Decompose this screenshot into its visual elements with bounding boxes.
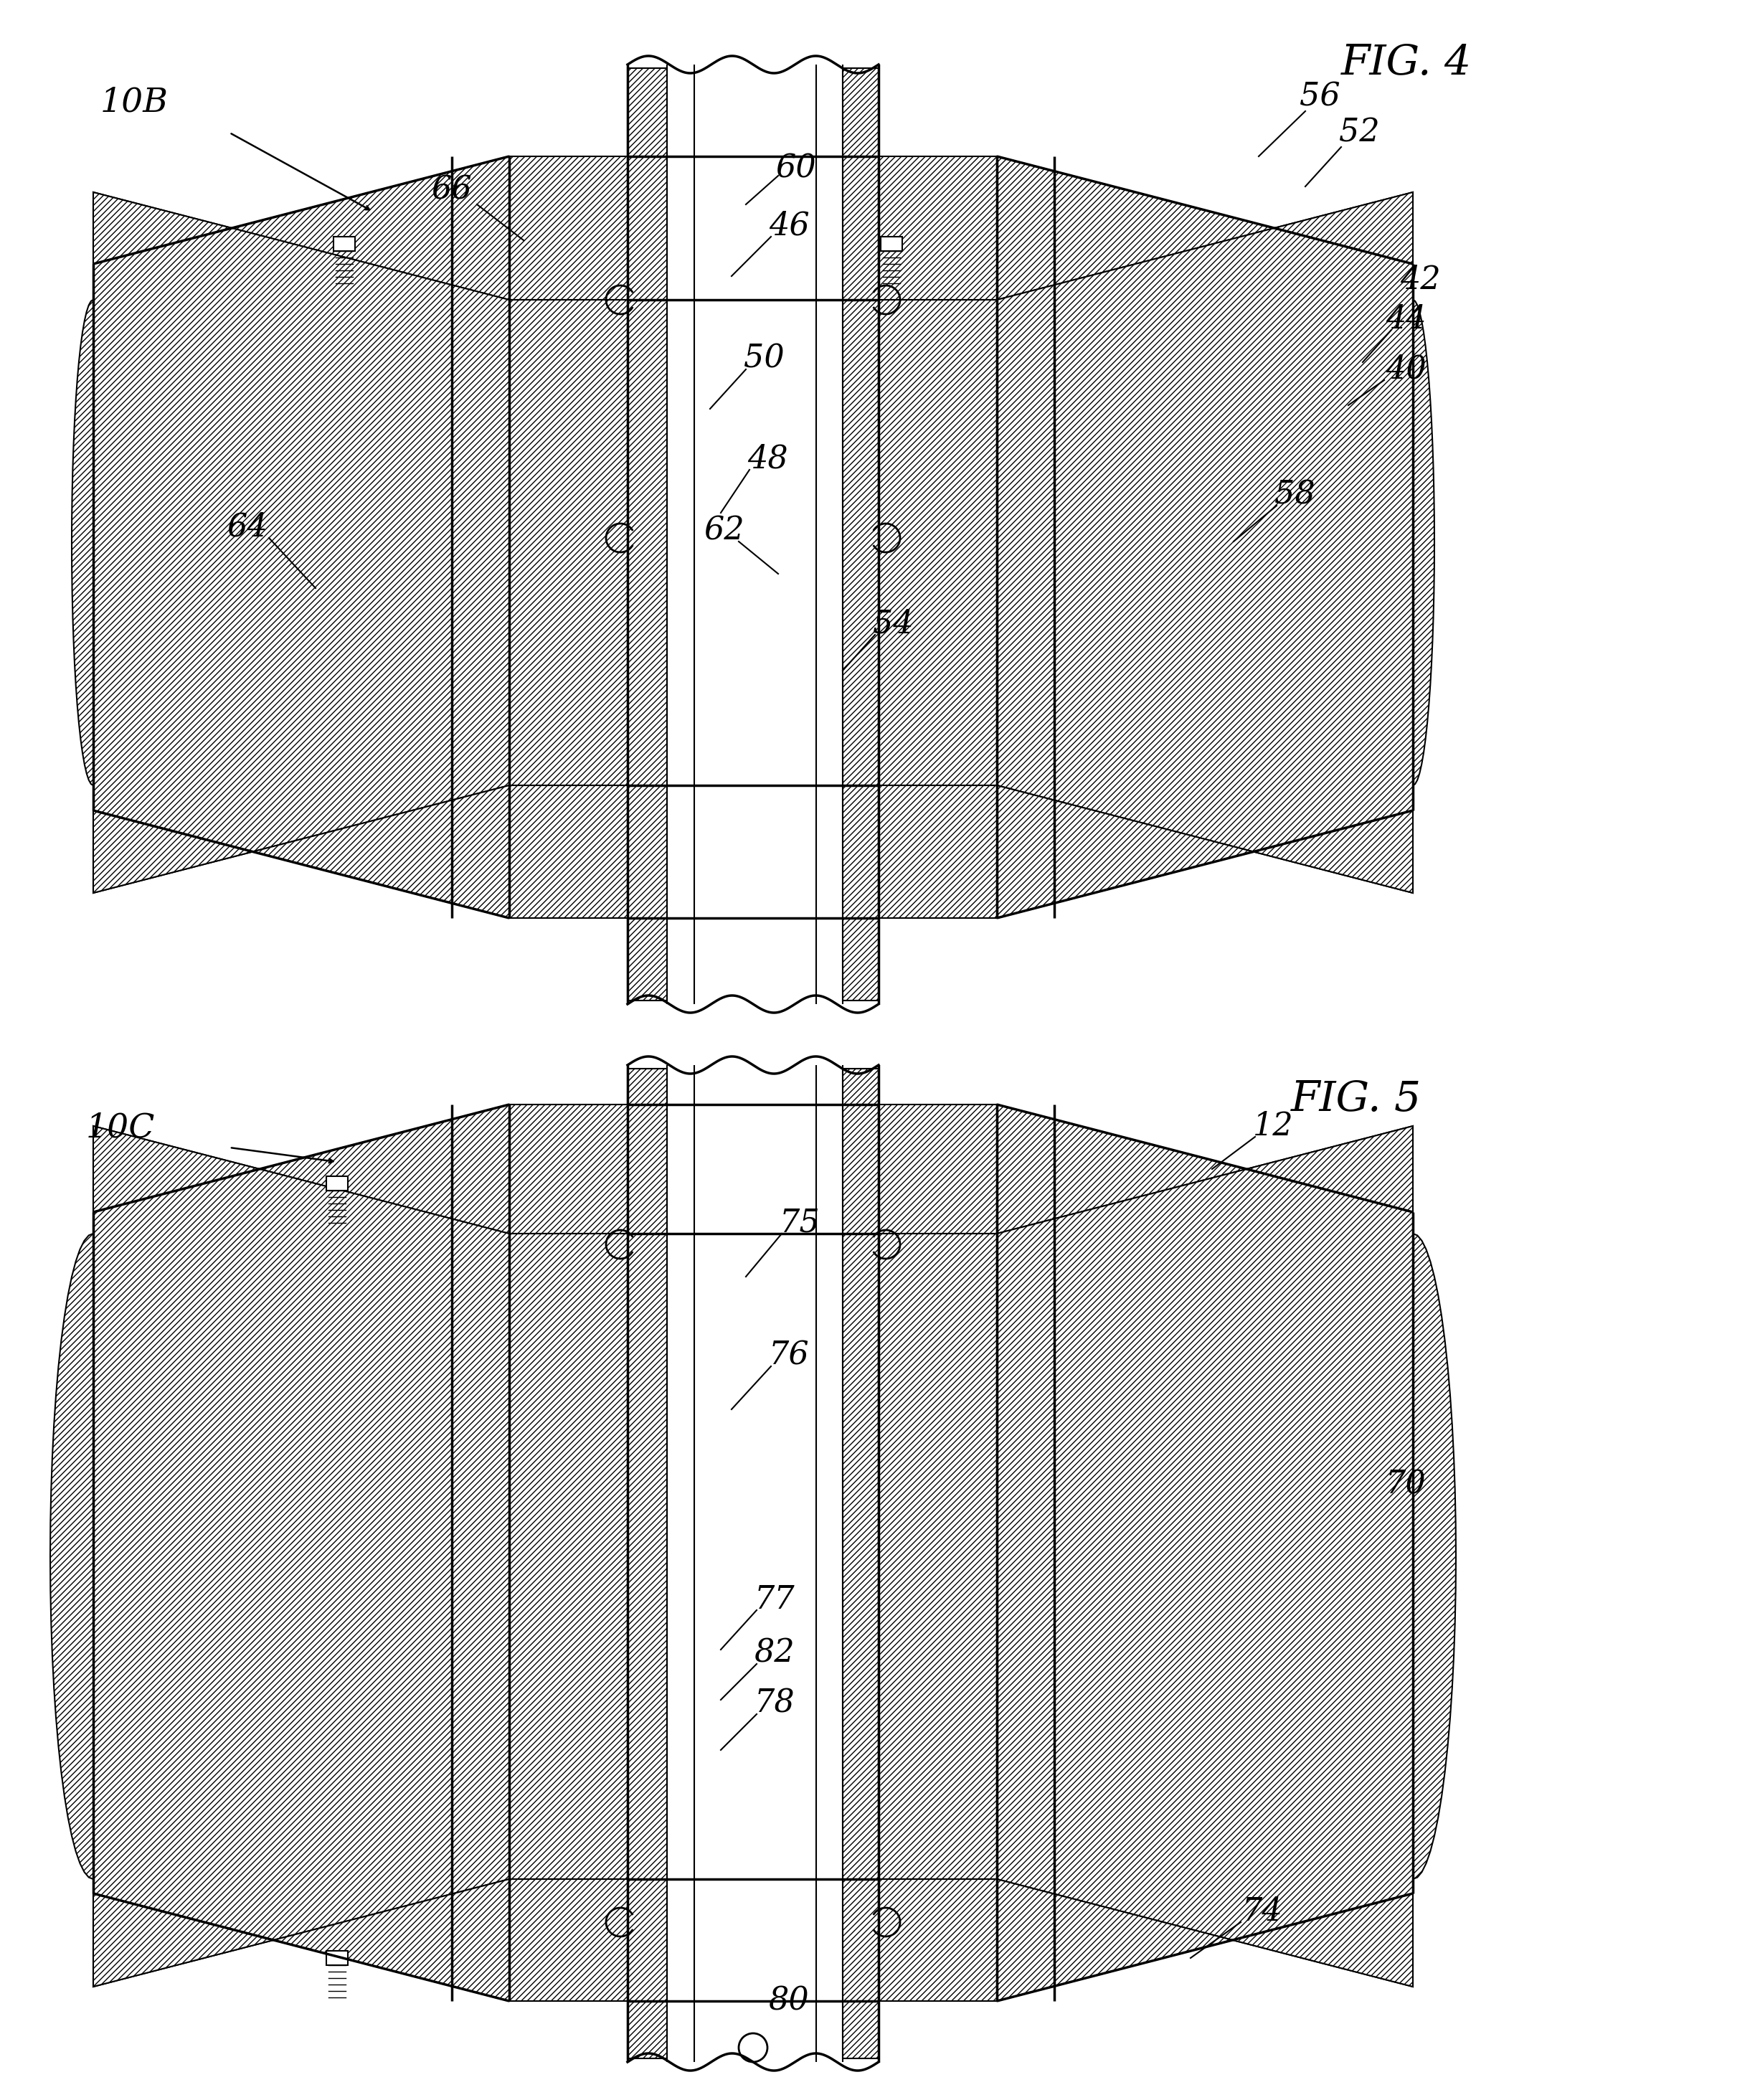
Text: 52: 52	[1339, 118, 1380, 149]
Bar	[326, 1951, 348, 1966]
Polygon shape	[93, 1105, 509, 1233]
Text: 56: 56	[1299, 82, 1339, 111]
Text: 10B: 10B	[100, 86, 169, 118]
Bar	[333, 237, 356, 252]
Polygon shape	[878, 785, 1054, 918]
Text: 46: 46	[769, 210, 810, 242]
Text: 76: 76	[769, 1340, 810, 1371]
Polygon shape	[51, 1126, 509, 1987]
Text: 48: 48	[746, 443, 788, 475]
Text: 66: 66	[431, 174, 472, 206]
Polygon shape	[93, 785, 509, 918]
Circle shape	[739, 2033, 767, 2062]
Polygon shape	[93, 155, 509, 300]
Polygon shape	[878, 1879, 1054, 2001]
Polygon shape	[628, 1069, 667, 2058]
Polygon shape	[996, 1879, 1413, 2001]
Text: FIG. 4: FIG. 4	[1341, 42, 1471, 84]
Polygon shape	[452, 1879, 628, 2001]
Polygon shape	[996, 155, 1413, 300]
Text: FIG. 5: FIG. 5	[1290, 1079, 1422, 1119]
Text: 42: 42	[1399, 265, 1440, 296]
Text: 62: 62	[704, 514, 744, 546]
Text: 70: 70	[1385, 1470, 1426, 1499]
Polygon shape	[628, 67, 667, 1000]
Polygon shape	[996, 193, 1434, 892]
Polygon shape	[72, 193, 509, 892]
Text: 54: 54	[873, 609, 913, 640]
Polygon shape	[996, 1126, 1456, 1987]
Polygon shape	[878, 155, 1054, 300]
Polygon shape	[878, 1105, 1054, 1233]
Text: 77: 77	[755, 1583, 796, 1615]
Polygon shape	[452, 785, 628, 918]
Text: 82: 82	[755, 1638, 796, 1670]
Polygon shape	[878, 300, 996, 785]
Text: 44: 44	[1385, 304, 1426, 334]
Bar	[880, 237, 903, 252]
Polygon shape	[452, 1105, 628, 1233]
Polygon shape	[996, 1105, 1413, 1233]
Text: 80: 80	[769, 1984, 810, 2016]
Polygon shape	[843, 67, 878, 1000]
Text: 60: 60	[776, 153, 817, 185]
Text: 75: 75	[780, 1207, 820, 1239]
Polygon shape	[509, 1233, 628, 1879]
Text: 10C: 10C	[86, 1111, 155, 1144]
Text: 64: 64	[227, 512, 268, 542]
Polygon shape	[509, 300, 628, 785]
Polygon shape	[878, 1233, 996, 1879]
Polygon shape	[93, 1879, 509, 2001]
Text: 78: 78	[755, 1688, 796, 1720]
Text: 40: 40	[1385, 355, 1426, 384]
Polygon shape	[843, 1069, 878, 2058]
Text: 12: 12	[1253, 1111, 1294, 1142]
Text: 50: 50	[743, 342, 785, 374]
Bar	[326, 1176, 348, 1191]
Text: 74: 74	[1243, 1896, 1283, 1928]
Polygon shape	[996, 785, 1413, 918]
Text: 58: 58	[1274, 479, 1315, 510]
Polygon shape	[452, 155, 628, 300]
